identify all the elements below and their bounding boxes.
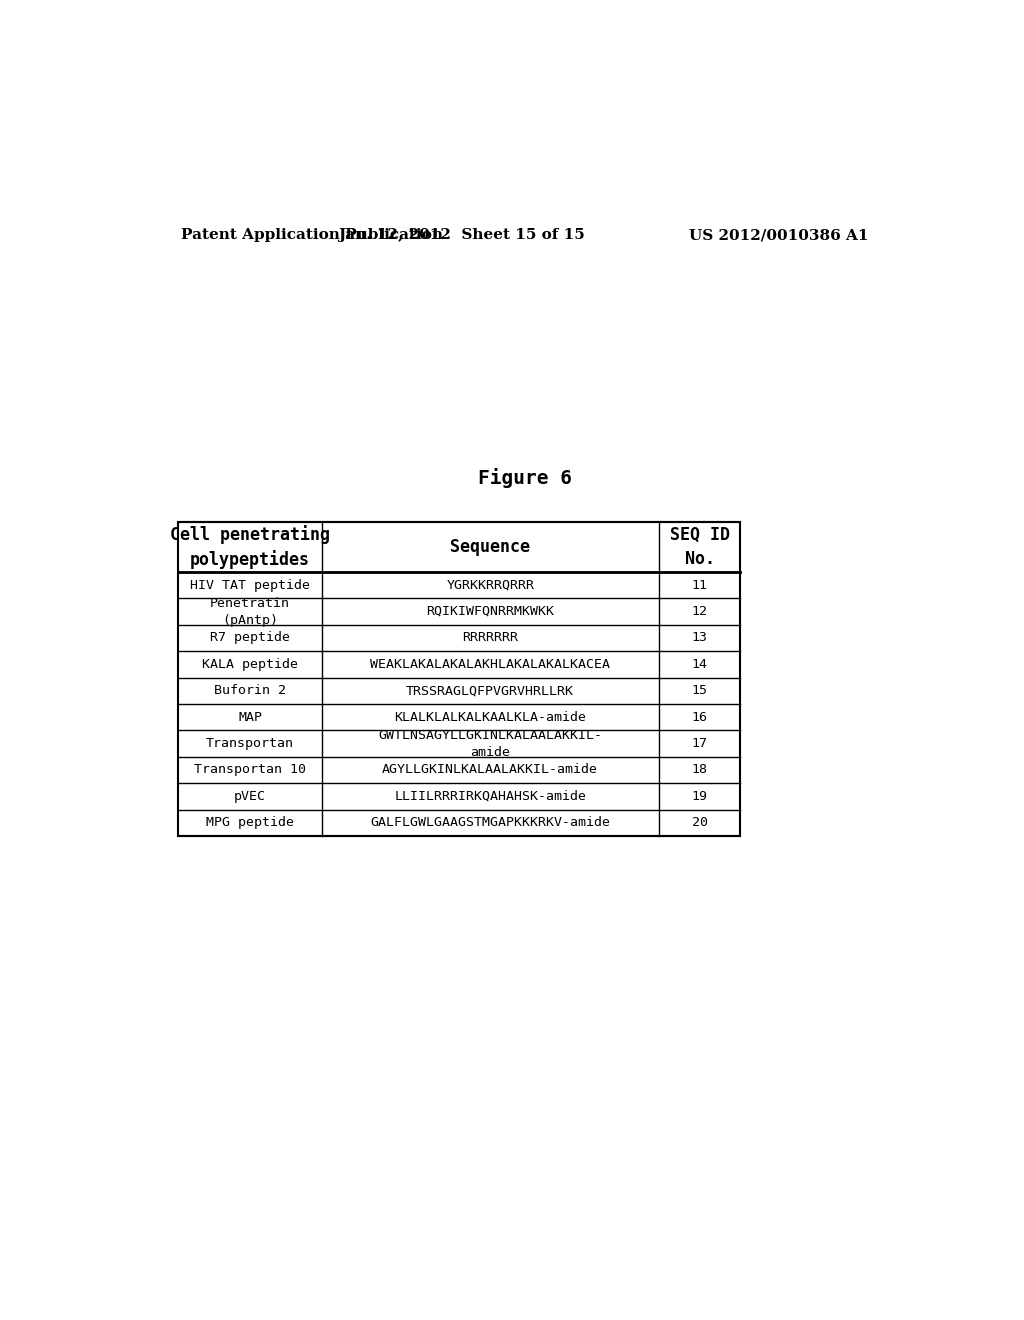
- Text: Cell penetrating
polypeptides: Cell penetrating polypeptides: [170, 525, 330, 569]
- Text: 19: 19: [691, 789, 708, 803]
- Text: 17: 17: [691, 737, 708, 750]
- Text: WEAKLAKALAKALAKHLAKALAKALKACEA: WEAKLAKALAKALAKHLAKALAKALKACEA: [371, 657, 610, 671]
- Text: AGYLLGKINLKALAALAKKIL-amide: AGYLLGKINLKALAALAKKIL-amide: [382, 763, 598, 776]
- Text: MAP: MAP: [238, 710, 262, 723]
- Text: RQIKIWFQNRRMKWKK: RQIKIWFQNRRMKWKK: [426, 605, 554, 618]
- Text: KLALKLALKALKAALKLA-amide: KLALKLALKALKAALKLA-amide: [394, 710, 586, 723]
- Text: Jan. 12, 2012  Sheet 15 of 15: Jan. 12, 2012 Sheet 15 of 15: [338, 228, 585, 243]
- Text: HIV TAT peptide: HIV TAT peptide: [190, 578, 310, 591]
- Text: Patent Application Publication: Patent Application Publication: [180, 228, 442, 243]
- Text: pVEC: pVEC: [234, 789, 266, 803]
- Text: YGRKKRRQRRR: YGRKKRRQRRR: [446, 578, 535, 591]
- Text: R7 peptide: R7 peptide: [210, 631, 290, 644]
- Text: GWTLNSAGYLLGKINLKALAALAKKIL-
amide: GWTLNSAGYLLGKINLKALAALAKKIL- amide: [378, 729, 602, 759]
- Text: 16: 16: [691, 710, 708, 723]
- Text: 20: 20: [691, 816, 708, 829]
- Text: MPG peptide: MPG peptide: [206, 816, 294, 829]
- Bar: [178, 521, 740, 836]
- Text: Transportan: Transportan: [206, 737, 294, 750]
- Text: Penetratin
(pAntp): Penetratin (pAntp): [210, 597, 290, 627]
- Text: 13: 13: [691, 631, 708, 644]
- Text: 15: 15: [691, 684, 708, 697]
- Text: RRRRRRR: RRRRRRR: [462, 631, 518, 644]
- Text: Figure 6: Figure 6: [478, 469, 571, 488]
- Text: 14: 14: [691, 657, 708, 671]
- Text: LLIILRRRIRKQAHAHSK-amide: LLIILRRRIRKQAHAHSK-amide: [394, 789, 586, 803]
- Text: Sequence: Sequence: [451, 537, 530, 556]
- Text: GALFLGWLGAAGSTMGAPKKKRKV-amide: GALFLGWLGAAGSTMGAPKKKRKV-amide: [371, 816, 610, 829]
- Text: KALA peptide: KALA peptide: [202, 657, 298, 671]
- Text: Transportan 10: Transportan 10: [194, 763, 306, 776]
- Text: 11: 11: [691, 578, 708, 591]
- Text: 12: 12: [691, 605, 708, 618]
- Text: US 2012/0010386 A1: US 2012/0010386 A1: [689, 228, 869, 243]
- Text: SEQ ID
No.: SEQ ID No.: [670, 527, 729, 568]
- Text: 18: 18: [691, 763, 708, 776]
- Text: Buforin 2: Buforin 2: [214, 684, 286, 697]
- Text: TRSSRAGLQFPVGRVHRLLRK: TRSSRAGLQFPVGRVHRLLRK: [407, 684, 574, 697]
